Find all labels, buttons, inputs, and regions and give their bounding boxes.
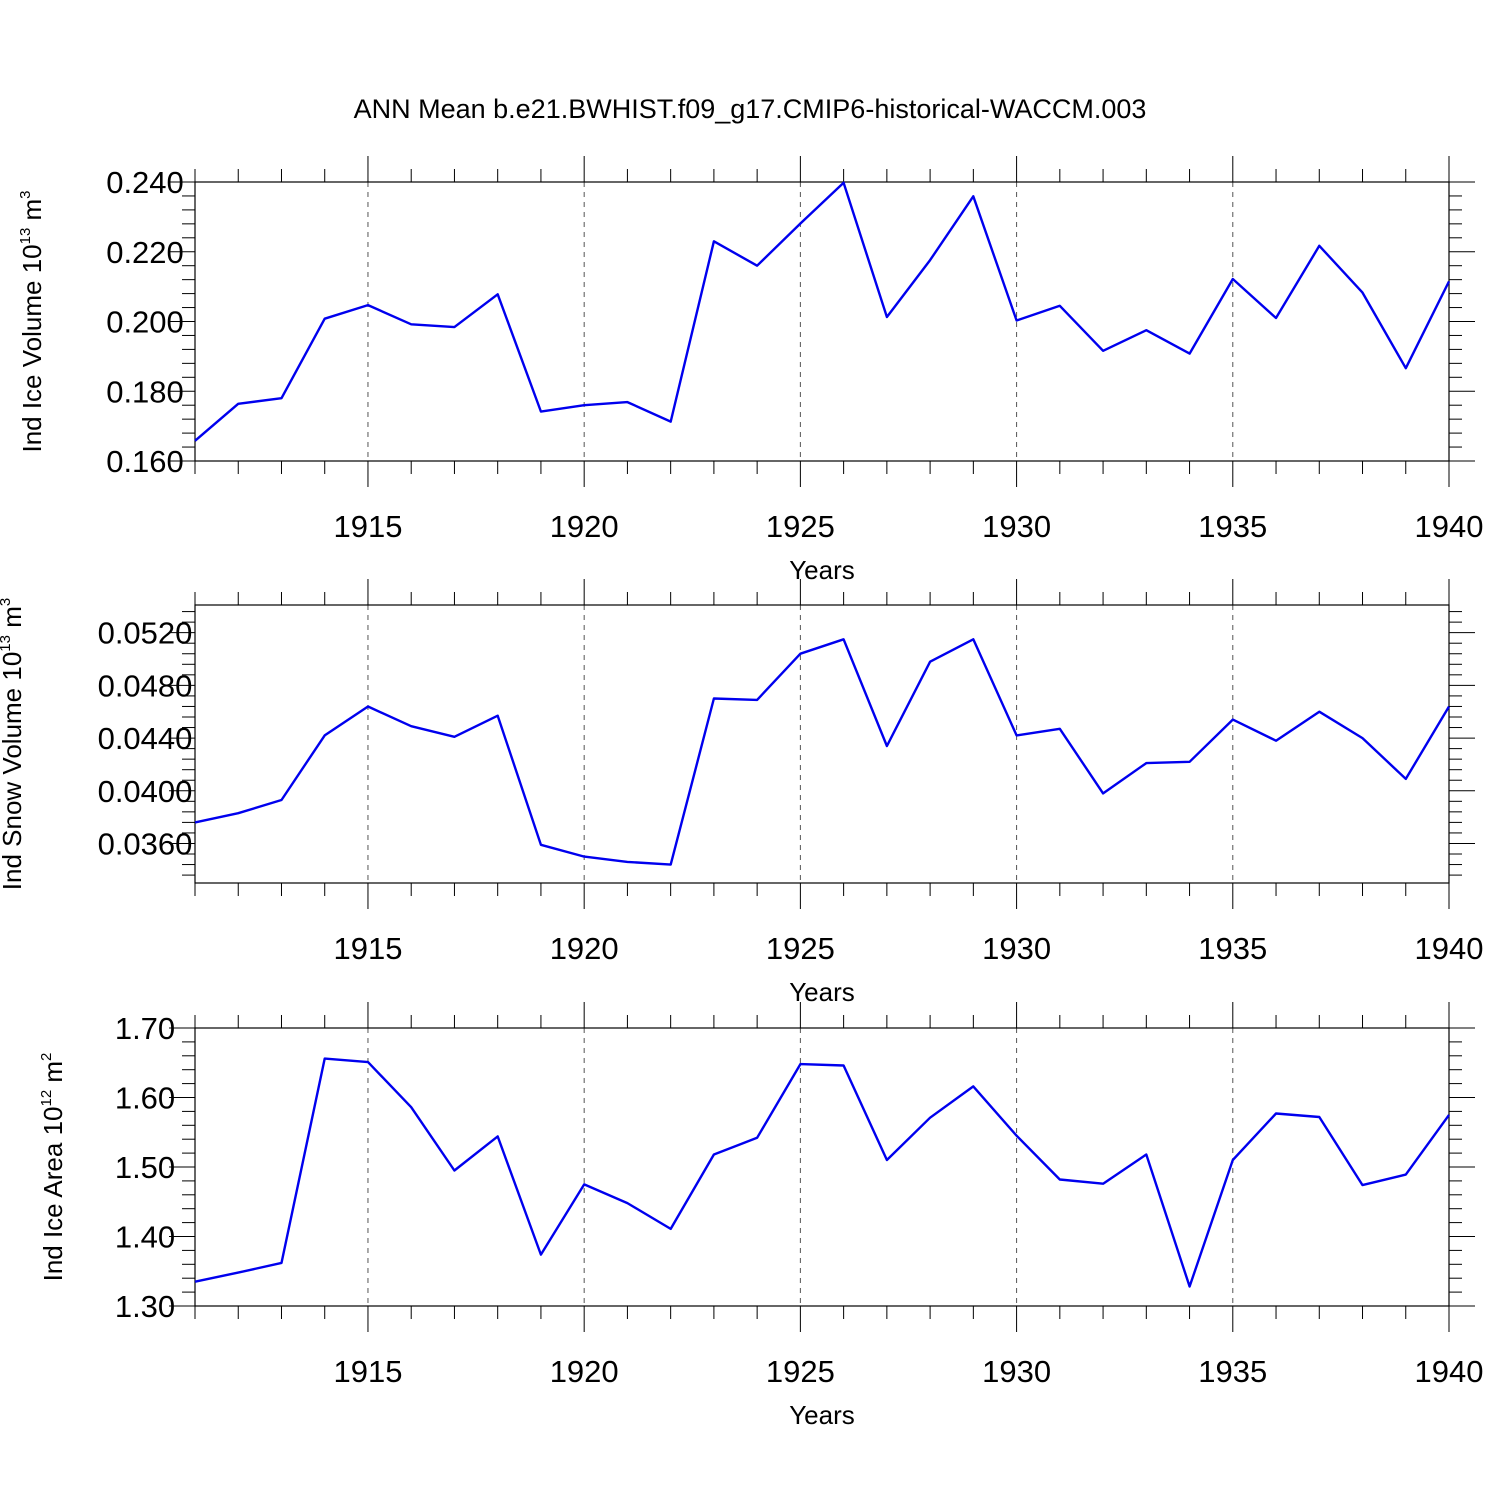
panels: 0.160 0.180 0.200 0.220 0.240 1915 1920 1925 193… — [0, 156, 1483, 1430]
y-tick-label-0: 0.160 — [106, 444, 184, 479]
y-tick-label-4: 1.70 — [115, 1011, 175, 1046]
plot-frame — [194, 604, 1450, 884]
y-axis-label-text: m — [17, 199, 47, 228]
y-axis-label-text: m — [38, 1061, 68, 1090]
y-axis-label-superscript: 3 — [17, 190, 34, 198]
x-tick-label-3: 1930 — [982, 931, 1051, 966]
x-tick-label-5: 1940 — [1415, 509, 1484, 544]
y-axis-label-superscript: 13 — [0, 635, 14, 652]
y-tick-label-4: 0.240 — [106, 165, 184, 200]
y-axis-label: Ind Ice Area 1012 m2 — [38, 1053, 68, 1282]
y-axis-label: Ind Ice Volume 1013 m3 — [17, 190, 47, 452]
y-tick-label-3: 0.0480 — [98, 668, 193, 703]
plot-frame — [194, 181, 1450, 462]
x-tick-label-1: 1920 — [550, 931, 619, 966]
panel-3: 1.30 1.40 1.50 1.60 1.70 1915 1920 1925 1930 1935… — [38, 1002, 1483, 1430]
y-axis-label-superscript: 3 — [0, 598, 14, 606]
x-tick-label-2: 1925 — [766, 1354, 835, 1389]
y-axis-label-text: Ind Snow Volume 10 — [0, 652, 27, 891]
x-tick-label-1: 1920 — [550, 1354, 619, 1389]
x-tick-label-2: 1925 — [766, 931, 835, 966]
y-tick-label-2: 0.0440 — [98, 721, 193, 756]
x-tick-label-5: 1940 — [1415, 931, 1484, 966]
panel-1: 0.160 0.180 0.200 0.220 0.240 1915 1920 1925 193… — [17, 156, 1483, 585]
x-tick-label-3: 1930 — [982, 509, 1051, 544]
series-line — [194, 181, 1451, 442]
y-axis-label-text: Ind Ice Volume 10 — [17, 244, 47, 452]
x-tick-label-5: 1940 — [1415, 1354, 1484, 1389]
y-tick-label-4: 0.0520 — [98, 616, 193, 651]
series-line — [194, 1057, 1450, 1288]
y-tick-label-0: 0.0360 — [98, 826, 193, 861]
y-axis-label-text: m — [0, 606, 27, 635]
y-axis-label-superscript: 2 — [38, 1053, 55, 1061]
y-tick-label-1: 1.40 — [115, 1220, 175, 1255]
y-tick-label-1: 0.180 — [106, 374, 184, 409]
y-tick-label-1: 0.0400 — [98, 774, 193, 809]
plot-frame — [194, 1027, 1450, 1307]
figure-title: ANN Mean b.e21.BWHIST.f09_g17.CMIP6-hist… — [354, 94, 1147, 124]
panel-2: 0.0360 0.0400 0.0440 0.0480 0.0520 1915 1920 19… — [0, 579, 1483, 1007]
x-axis-label: Years — [789, 555, 855, 585]
x-tick-label-1: 1920 — [550, 509, 619, 544]
x-tick-label-4: 1935 — [1198, 509, 1267, 544]
y-tick-label-2: 1.50 — [115, 1150, 175, 1185]
y-tick-label-2: 0.200 — [106, 305, 184, 340]
x-tick-label-0: 1915 — [333, 931, 402, 966]
y-axis-label-superscript: 12 — [38, 1090, 55, 1107]
x-tick-label-4: 1935 — [1198, 931, 1267, 966]
x-axis-label: Years — [789, 1400, 855, 1430]
x-tick-label-4: 1935 — [1198, 1354, 1267, 1389]
y-tick-label-3: 1.60 — [115, 1081, 175, 1116]
y-tick-label-3: 0.220 — [106, 235, 184, 270]
y-axis-label-superscript: 13 — [17, 228, 34, 245]
x-tick-label-2: 1925 — [766, 509, 835, 544]
y-axis-label-text: Ind Ice Area 10 — [38, 1107, 68, 1282]
x-tick-label-0: 1915 — [333, 509, 402, 544]
x-tick-label-3: 1930 — [982, 1354, 1051, 1389]
y-axis-label: Ind Snow Volume 1013 m3 — [0, 598, 27, 890]
series-line — [194, 638, 1451, 866]
x-tick-label-0: 1915 — [333, 1354, 402, 1389]
x-axis-label: Years — [789, 977, 855, 1007]
y-tick-label-0: 1.30 — [115, 1289, 175, 1324]
